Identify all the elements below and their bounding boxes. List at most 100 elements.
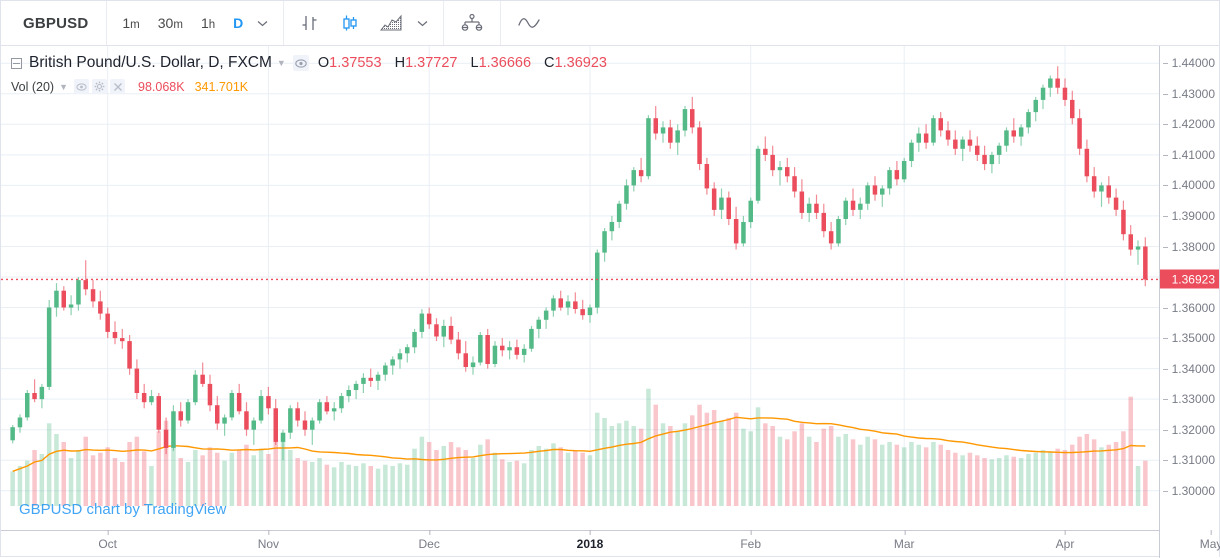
legend-chevron-down-icon[interactable]: ▼ (276, 58, 286, 68)
resolution-1m-unit: m (130, 19, 140, 31)
price-tick-label: 1.36000 (1171, 300, 1215, 315)
ohlc-open-label: O (317, 55, 330, 71)
time-tick-Dec: Dec (418, 530, 440, 551)
volume-ma-value: 341.701K (194, 79, 249, 94)
area-chart-icon[interactable] (370, 1, 412, 45)
price-axis[interactable]: 1.44000 1.43000 1.42000 1.41000 1.40000 1.390… (1159, 46, 1219, 558)
time-tick-Feb: Feb (740, 530, 761, 551)
chart-style-chevron-down-icon[interactable] (412, 20, 437, 27)
bar-chart-icon[interactable] (290, 1, 330, 45)
resolution-1h-num: 1 (200, 15, 209, 31)
ohlc-close-value: 1.36923 (554, 55, 607, 71)
price-tick-label: 1.31000 (1171, 453, 1215, 468)
price-tick-1.41000: 1.41000 (1162, 147, 1215, 162)
volume-close-icon[interactable] (110, 79, 126, 94)
time-axis[interactable]: Oct Nov Dec 2018 Feb Mar Apr May (1, 530, 1220, 556)
time-tick-label: Dec (418, 537, 440, 551)
time-tick-Nov: Nov (258, 530, 279, 551)
price-tick-label: 1.43000 (1171, 86, 1215, 101)
collapse-pane-icon[interactable] (11, 57, 22, 69)
time-tick-dash (107, 530, 109, 535)
compare-group (444, 1, 502, 45)
time-tick-2018: 2018 (577, 530, 603, 551)
price-tick-label: 1.39000 (1171, 208, 1215, 223)
price-tick-label: 1.41000 (1171, 147, 1215, 162)
ohlc-low-label: L (470, 55, 479, 71)
time-tick-dash (750, 530, 752, 535)
time-tick-Mar: Mar (893, 530, 915, 551)
price-tick-1.43000: 1.43000 (1162, 86, 1215, 101)
resolution-1h-unit: h (208, 19, 216, 31)
time-tick-label: Mar (893, 537, 915, 551)
price-tick-dash (1162, 154, 1168, 156)
price-tick-dash (1162, 124, 1168, 126)
resolution-30m-unit: m (173, 19, 183, 31)
price-tick-label: 1.42000 (1171, 117, 1215, 132)
price-tick-label: 1.40000 (1171, 178, 1215, 193)
volume-gear-icon[interactable] (92, 79, 108, 94)
indicators-icon[interactable] (507, 1, 551, 45)
price-tick-label: 1.38000 (1171, 239, 1215, 254)
current-price-badge[interactable]: 1.36923 (1160, 269, 1219, 289)
resolution-d[interactable]: D (224, 15, 252, 31)
time-tick-label: Oct (98, 537, 118, 551)
price-tick-label: 1.34000 (1171, 361, 1215, 376)
chart-area: GBPUSD chart by TradingView British Poun… (1, 46, 1220, 558)
candlestick-plot-svg (1, 46, 1159, 506)
price-tick-1.39000: 1.39000 (1162, 208, 1215, 223)
price-tick-dash (1162, 307, 1168, 309)
price-tick-dash (1162, 490, 1168, 492)
price-tick-1.36000: 1.36000 (1162, 300, 1215, 315)
price-tick-label: 1.32000 (1171, 422, 1215, 437)
volume-chevron-down-icon[interactable]: ▼ (59, 81, 69, 92)
resolution-30m-num: 30 (157, 15, 174, 31)
time-tick-label: Apr (1055, 537, 1075, 551)
resolution-30m[interactable]: 30 m (149, 15, 192, 31)
ohlc-close-label: C (544, 55, 555, 71)
price-tick-1.35000: 1.35000 (1162, 331, 1215, 346)
resolution-chevron-down-icon[interactable] (252, 20, 277, 27)
ohlc-high-value: 1.37727 (405, 55, 458, 71)
ohlc-high-label: H (394, 55, 406, 71)
price-tick-dash (1162, 185, 1168, 187)
chart-plot[interactable] (1, 46, 1159, 556)
price-tick-1.31000: 1.31000 (1162, 453, 1215, 468)
time-tick-label: May (1199, 537, 1220, 551)
ohlc-open-value: 1.37553 (329, 55, 382, 71)
price-tick-dash (1162, 338, 1168, 340)
price-tick-dash (1162, 429, 1168, 431)
price-tick-1.34000: 1.34000 (1162, 361, 1215, 376)
time-tick-May: May (1199, 530, 1220, 551)
price-tick-1.38000: 1.38000 (1162, 239, 1215, 254)
time-tick-dash (589, 530, 591, 535)
symbol-button[interactable]: GBPUSD (1, 1, 108, 45)
volume-indicator-label[interactable]: Vol (20) (11, 79, 55, 94)
legend-volume-row: Vol (20) ▼ 98.068K 341.701K (11, 79, 607, 94)
volume-value: 98.068K (138, 79, 185, 94)
legend-eye-icon[interactable] (292, 55, 309, 71)
price-tick-label: 1.30000 (1171, 483, 1215, 498)
ohlc-low-value: 1.36666 (478, 55, 532, 71)
price-tick-1.33000: 1.33000 (1162, 392, 1215, 407)
price-tick-1.42000: 1.42000 (1162, 117, 1215, 132)
price-tick-dash (1162, 460, 1168, 462)
compare-icon[interactable] (450, 1, 494, 45)
resolution-d-num: D (233, 15, 244, 31)
candlestick-chart-icon[interactable] (330, 1, 370, 45)
price-tick-label: 1.33000 (1171, 392, 1215, 407)
chart-legend: British Pound/U.S. Dollar, D, FXCM ▼ O1.… (11, 54, 607, 94)
volume-eye-icon[interactable] (74, 79, 90, 94)
price-tick-label: 1.35000 (1171, 331, 1215, 346)
time-tick-Oct: Oct (98, 530, 118, 551)
price-tick-dash (1162, 215, 1168, 217)
price-tick-dash (1162, 368, 1168, 370)
time-tick-dash (1211, 530, 1213, 535)
price-tick-1.30000: 1.30000 (1162, 483, 1215, 498)
legend-title[interactable]: British Pound/U.S. Dollar, D, FXCM (29, 54, 272, 71)
chart-watermark: GBPUSD chart by TradingView (19, 501, 227, 518)
legend-ohlc: O1.37553 H1.37727 L1.36666 C1.36923 (318, 54, 607, 72)
